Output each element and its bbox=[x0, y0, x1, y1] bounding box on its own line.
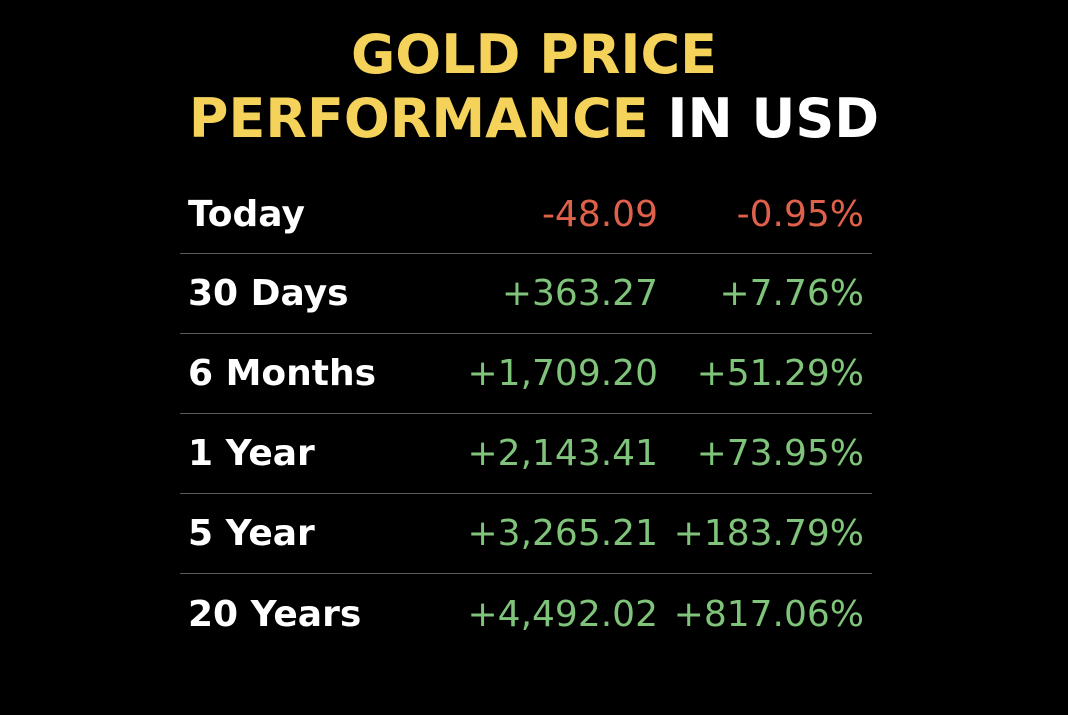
price-change: -48.09 bbox=[541, 194, 658, 235]
title-line-2: PERFORMANCE IN USD bbox=[0, 88, 1068, 150]
table-row: 30 Days +363.27 +7.76% bbox=[180, 254, 872, 334]
table-row: Today -48.09 -0.95% bbox=[180, 176, 872, 254]
performance-table: Today -48.09 -0.95% 30 Days +363.27 +7.7… bbox=[180, 176, 872, 654]
table-row: 20 Years +4,492.02 +817.06% bbox=[180, 574, 872, 654]
price-change: +4,492.02 bbox=[467, 593, 658, 635]
percent-change: -0.95% bbox=[736, 194, 864, 235]
table-row: 5 Year +3,265.21 +183.79% bbox=[180, 494, 872, 574]
percent-change: +51.29% bbox=[696, 353, 864, 394]
percent-change: +817.06% bbox=[673, 593, 864, 635]
table-row: 1 Year +2,143.41 +73.95% bbox=[180, 414, 872, 494]
period-label: 6 Months bbox=[188, 353, 377, 394]
title-gold-price: GOLD PRICE bbox=[350, 23, 718, 86]
percent-change: +73.95% bbox=[696, 433, 864, 474]
period-label: 20 Years bbox=[188, 593, 362, 635]
price-change: +1,709.20 bbox=[467, 353, 658, 394]
percent-change: +7.76% bbox=[719, 273, 864, 314]
title-line-1: GOLD PRICE bbox=[0, 24, 1068, 86]
title-in-usd: IN USD bbox=[667, 87, 880, 150]
price-change: +363.27 bbox=[501, 273, 658, 314]
table-row: 6 Months +1,709.20 +51.29% bbox=[180, 334, 872, 414]
percent-change: +183.79% bbox=[673, 513, 864, 554]
period-label: Today bbox=[188, 194, 305, 235]
period-label: 30 Days bbox=[188, 273, 349, 314]
title-performance: PERFORMANCE bbox=[188, 87, 649, 150]
period-label: 1 Year bbox=[188, 433, 315, 474]
period-label: 5 Year bbox=[188, 513, 315, 554]
price-change: +2,143.41 bbox=[467, 433, 658, 474]
price-change: +3,265.21 bbox=[467, 513, 658, 554]
